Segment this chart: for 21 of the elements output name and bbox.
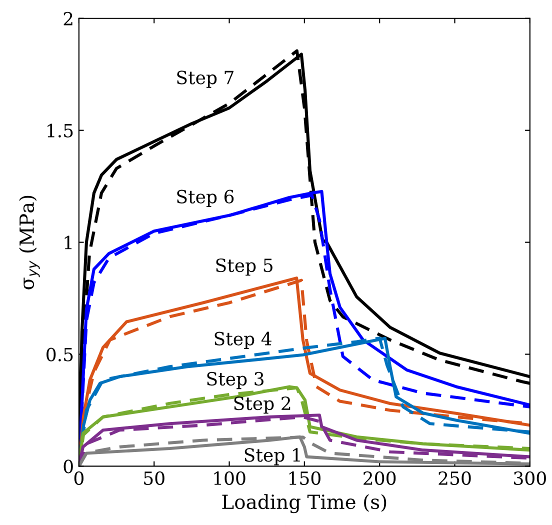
x-tick-label: 200 <box>364 471 396 486</box>
series-label: Step 4 <box>214 332 272 349</box>
x-axis-title: Loading Time (s) <box>222 494 386 514</box>
x-tick-label: 100 <box>214 471 246 486</box>
y-tick-label: 0 <box>64 460 73 474</box>
series-label: Step 2 <box>234 396 290 414</box>
y-axis-title: σ$_{yy}$ (MPa) <box>19 196 40 290</box>
x-tick-label: 150 <box>289 471 320 486</box>
y-tick-label: 1 <box>64 236 72 250</box>
series-label: Step 3 <box>207 372 264 390</box>
x-tick-label: 300 <box>514 471 546 486</box>
series-label: Step 5 <box>216 258 272 276</box>
x-tick-label: 0 <box>74 471 84 486</box>
series-label: Step 6 <box>177 190 234 207</box>
x-tick-label: 250 <box>438 471 471 486</box>
y-tick-label: 2 <box>64 12 72 26</box>
x-tick-label: 50 <box>144 471 164 486</box>
y-tick-label: 1.5 <box>48 124 73 138</box>
series-label: Step 1 <box>244 448 300 466</box>
series-label: Step 7 <box>177 70 234 88</box>
y-tick-label: 0.5 <box>46 348 73 362</box>
